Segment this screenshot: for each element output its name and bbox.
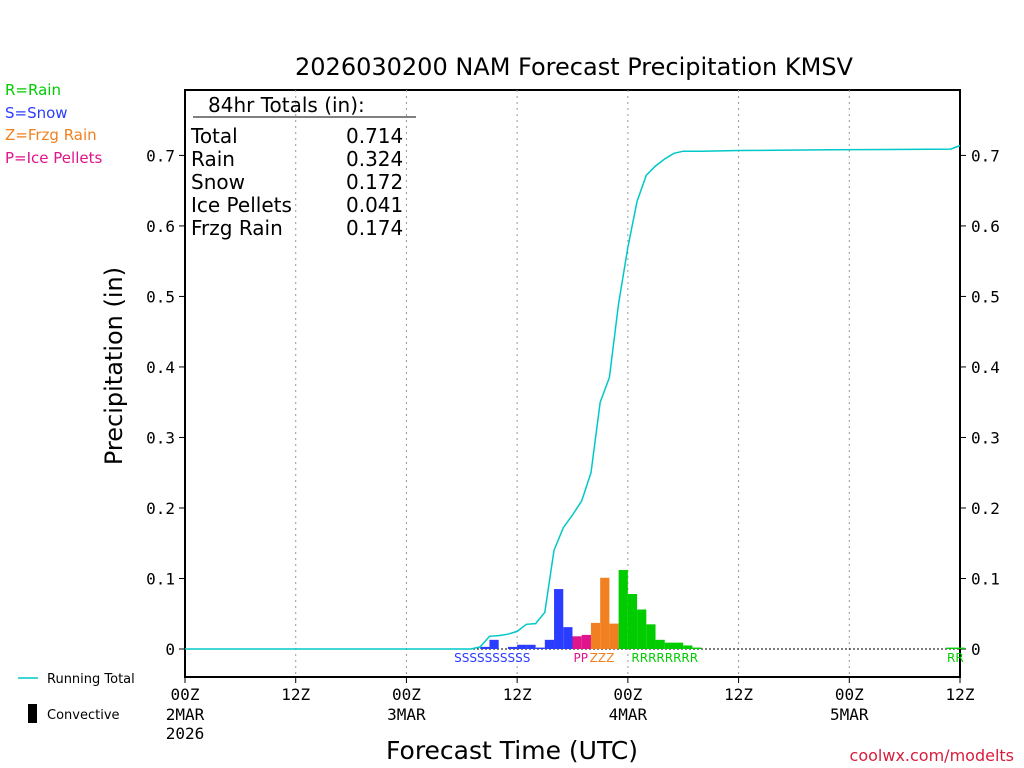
precip-bar-R [673, 642, 684, 649]
totals-value: 0.041 [346, 193, 403, 217]
type-strip-R: RR [947, 651, 964, 665]
y-tick-label-left: 0.1 [146, 569, 175, 588]
precip-bar-R [618, 570, 628, 649]
precip-bar-R [646, 624, 656, 649]
totals-label: Total [190, 124, 238, 148]
x-axis-label: Forecast Time (UTC) [386, 736, 638, 765]
y-tick-label-right: 0.4 [971, 358, 1000, 377]
totals-label: Rain [191, 147, 235, 171]
y-tick-label-left: 0.5 [146, 287, 175, 306]
x-date-label: 4MAR [609, 705, 648, 724]
precip-bar-S [480, 646, 490, 649]
x-tick-label: 12Z [724, 685, 753, 704]
convective-swatch [28, 704, 37, 723]
y-tick-label-left: 0.6 [146, 217, 175, 236]
y-tick-label-right: 0.5 [971, 287, 1000, 306]
convective-legend: Convective [47, 708, 120, 723]
type-strip-R: RRRRRRRR [631, 651, 698, 665]
y-tick-label-right: 0 [971, 640, 981, 659]
totals-label: Snow [191, 170, 245, 194]
precip-bar-R [655, 639, 665, 649]
precip-bar-R [637, 609, 647, 649]
precip-bar-S [563, 627, 573, 649]
chart-title: 2026030200 NAM Forecast Precipitation KM… [295, 53, 854, 81]
totals-value: 0.172 [346, 170, 403, 194]
precip-bar-Z [590, 622, 601, 649]
precip-bar-S [517, 644, 527, 649]
precip-bar-S [544, 639, 555, 649]
totals-value: 0.324 [346, 147, 403, 171]
x-date-label: 2MAR [166, 705, 205, 724]
type-strip-S: SSSSSSSSSS [454, 651, 530, 665]
precip-bar-R [664, 642, 674, 649]
y-tick-label-right: 0.2 [971, 499, 1000, 518]
running-total-legend: Running Total [47, 672, 135, 687]
legend-frzg-rain: Z=Frzg Rain [5, 126, 97, 144]
precip-bar-Z [609, 623, 619, 649]
running-total-line [185, 144, 961, 650]
watermark: coolwx.com/modelts [850, 746, 1014, 765]
x-date-label: 5MAR [830, 705, 869, 724]
type-strip-P: PP [574, 651, 588, 665]
precip-bar-S [535, 647, 545, 649]
x-tick-label: 12Z [281, 685, 310, 704]
precip-bar-Z [600, 577, 610, 649]
y-tick-label-left: 0.2 [146, 499, 175, 518]
totals-title: 84hr Totals (in): [208, 93, 365, 117]
legend-ice-pellets: P=Ice Pellets [5, 149, 103, 167]
y-tick-label-left: 0.3 [146, 428, 175, 447]
x-tick-label: 12Z [946, 685, 975, 704]
y-axis-label: Precipitation (in) [100, 267, 128, 465]
precip-bar-S [554, 589, 564, 649]
x-date-label: 2026 [166, 724, 205, 743]
totals-label: Ice Pellets [191, 193, 292, 217]
y-tick-label-left: 0 [165, 640, 175, 659]
precip-bar-S [489, 639, 499, 649]
type-strip-Z: ZZZ [590, 651, 615, 665]
x-tick-label: 12Z [503, 685, 532, 704]
plot-frame [184, 89, 961, 678]
legend-rain: R=Rain [5, 81, 61, 99]
x-tick-label: 00Z [835, 685, 864, 704]
x-date-label: 3MAR [387, 705, 426, 724]
y-tick-label-right: 0.1 [971, 569, 1000, 588]
precip-bar-R [627, 594, 638, 649]
y-tick-label-left: 0.7 [146, 146, 175, 165]
legend-snow: S=Snow [5, 104, 68, 122]
x-tick-label: 00Z [613, 685, 642, 704]
precip-bar-P [572, 636, 582, 649]
y-tick-label-left: 0.4 [146, 358, 175, 377]
x-tick-label: 00Z [171, 685, 200, 704]
y-tick-label-right: 0.3 [971, 428, 1000, 447]
totals-value: 0.714 [346, 124, 403, 148]
y-tick-label-right: 0.6 [971, 217, 1000, 236]
y-tick-label-right: 0.7 [971, 146, 1000, 165]
precip-bar-R [955, 647, 965, 649]
precip-bar-P [581, 634, 591, 649]
precip-bar-R [946, 647, 956, 649]
precip-bar-S [507, 646, 518, 649]
totals-value: 0.174 [346, 216, 403, 240]
precip-bar-S [526, 644, 536, 649]
totals-label: Frzg Rain [191, 216, 283, 240]
precip-bar-R [692, 647, 702, 649]
precip-bar-R [683, 645, 693, 649]
x-tick-label: 00Z [392, 685, 421, 704]
